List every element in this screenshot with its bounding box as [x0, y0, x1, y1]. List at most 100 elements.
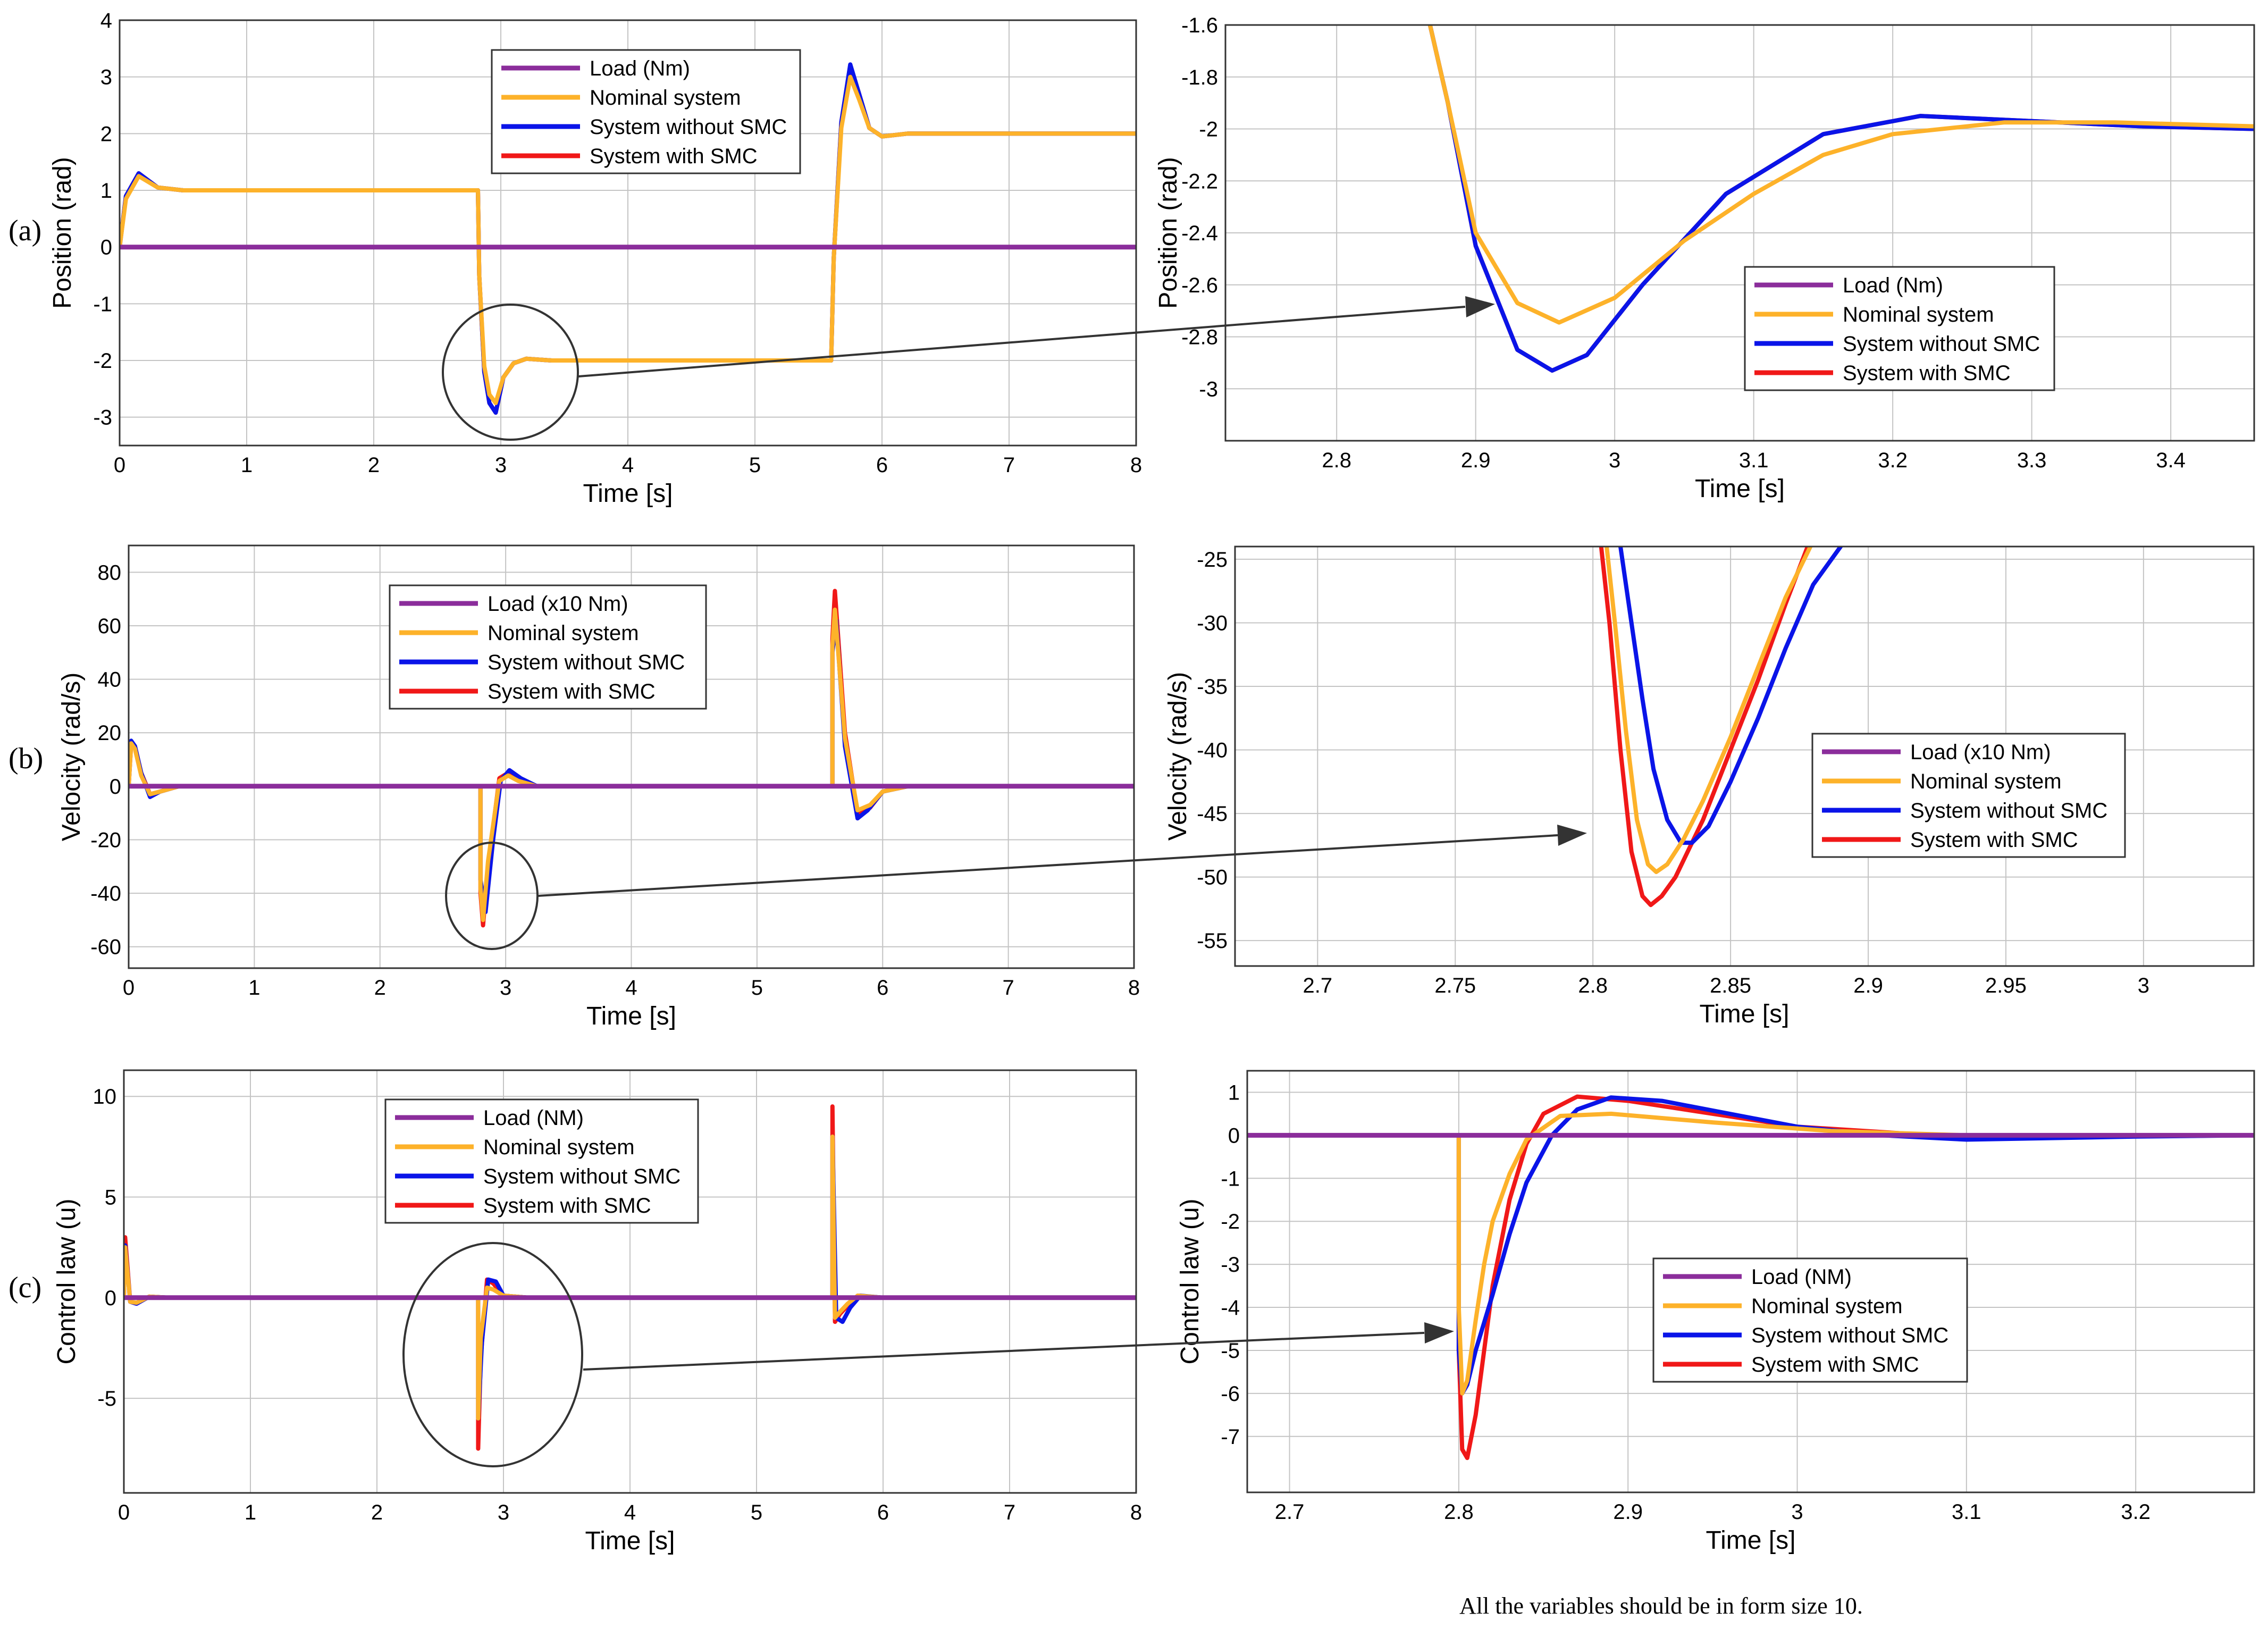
x-tick-label: 2.8 — [1578, 974, 1608, 997]
legend-box — [1744, 266, 2055, 391]
x-tick-label: 2 — [374, 976, 386, 1000]
legend-entry-without: System without SMC — [590, 115, 787, 139]
series-line-nominal — [124, 1134, 1136, 1421]
y-axis-label: Control law (u) — [53, 1198, 81, 1364]
legend-entry-without: System without SMC — [1910, 799, 2107, 822]
x-tick-label: 3.4 — [2156, 449, 2186, 472]
y-tick-label: -30 — [1197, 611, 1228, 635]
y-axis-label: Velocity (rad/s) — [1164, 672, 1192, 841]
y-tick-label: -2.6 — [1181, 274, 1218, 297]
legend-entry-load: Load (x10 Nm) — [1910, 741, 2051, 764]
y-tick-label: 0 — [1228, 1124, 1240, 1147]
x-tick-label: 6 — [877, 976, 888, 1000]
chart-b-zoom: 2.7 2.75 2.8 2.85 2.9 2.95 3 -55 -50 -45 -40 -35 -30… — [1164, 545, 2255, 1028]
x-tick-label: 2 — [368, 454, 380, 477]
zoom-arrow-c — [583, 1332, 1425, 1371]
legend-entry-with: System with SMC — [483, 1194, 651, 1217]
x-tick-label: 5 — [751, 1501, 762, 1524]
x-tick-label: 2.95 — [1985, 974, 2027, 997]
y-tick-label: -25 — [1197, 548, 1228, 572]
x-tick-label: 8 — [1130, 454, 1142, 477]
zoom-circle-a — [442, 304, 579, 441]
y-tick-label: -55 — [1197, 929, 1228, 953]
legend-entry-without: System without SMC — [488, 651, 685, 674]
y-axis-label: Position (rad) — [1154, 157, 1182, 308]
x-tick-label: 7 — [1003, 454, 1015, 477]
x-tick-label: 8 — [1128, 976, 1140, 1000]
y-tick-label: 0 — [110, 775, 121, 799]
zoom-arrowhead-c — [1424, 1322, 1454, 1343]
y-tick-label: -50 — [1197, 866, 1228, 889]
y-tick-label: -2.2 — [1181, 170, 1218, 193]
zoom-arrows — [537, 296, 1587, 1371]
axes-frame-c-full — [123, 1069, 1137, 1494]
y-tick-label: 1 — [1228, 1081, 1240, 1104]
legend-entry-with: System with SMC — [1751, 1353, 1919, 1376]
y-axis-label: Control law (u) — [1176, 1198, 1204, 1364]
y-tick-label: -2 — [1199, 118, 1218, 141]
x-axis-label: Time [s] — [586, 1002, 676, 1030]
zoom-arrow-a — [578, 306, 1466, 377]
x-tick-label: 2.75 — [1434, 974, 1476, 997]
y-tick-label: 60 — [98, 615, 122, 638]
legend-entry-nominal: Nominal system — [1843, 303, 1994, 326]
y-tick-label: -1 — [1221, 1167, 1240, 1190]
x-axis-label: Time [s] — [583, 480, 673, 508]
y-tick-label: -5 — [97, 1387, 116, 1410]
y-tick-label: 40 — [98, 668, 122, 692]
panel-label-c: (c) — [9, 1271, 41, 1304]
x-tick-label: 3 — [495, 454, 507, 477]
y-tick-label: 2 — [100, 122, 112, 146]
series-line-with — [1599, 547, 1810, 908]
legend-a-zoom: Load (Nm) Nominal system System without SM… — [1744, 266, 2055, 391]
x-tick-label: 3.2 — [2121, 1500, 2151, 1524]
series-line-without — [1618, 547, 1843, 845]
legend-entry-load: Load (Nm) — [1843, 274, 1943, 297]
x-tick-label: 5 — [749, 454, 761, 477]
y-tick-label: 3 — [100, 66, 112, 89]
x-tick-label: 2 — [371, 1501, 383, 1524]
y-tick-label: -5 — [1221, 1339, 1240, 1363]
x-tick-label: 4 — [625, 976, 637, 1000]
legend-box — [1811, 733, 2126, 858]
y-tick-label: 10 — [93, 1085, 117, 1109]
axes-frame-c-zoom — [1246, 1070, 2255, 1493]
legend-entry-with: System with SMC — [488, 680, 656, 703]
x-tick-label: 4 — [624, 1501, 636, 1524]
legend-entry-nominal: Nominal system — [483, 1136, 635, 1159]
y-tick-label: -4 — [1221, 1296, 1240, 1320]
y-tick-label: 4 — [100, 9, 112, 32]
y-tick-label: -2 — [1221, 1210, 1240, 1233]
x-tick-label: 3 — [2138, 974, 2149, 997]
legend-entry-load: Load (Nm) — [590, 57, 690, 80]
x-tick-label: 2.7 — [1303, 974, 1333, 997]
legend-entry-without: System without SMC — [1751, 1324, 1948, 1347]
x-tick-label: 0 — [123, 976, 135, 1000]
x-tick-label: 1 — [248, 976, 260, 1000]
legend-entry-with: System with SMC — [1843, 362, 2011, 385]
y-tick-label: 1 — [100, 179, 112, 203]
y-tick-label: -3 — [1221, 1253, 1240, 1277]
legend-entry-nominal: Nominal system — [1751, 1295, 1903, 1318]
legend-entry-without: System without SMC — [483, 1165, 681, 1188]
zoom-circle-c — [402, 1242, 583, 1467]
y-tick-label: -6 — [1221, 1382, 1240, 1406]
y-tick-label: -3 — [93, 406, 112, 430]
legend-a-full: Load (Nm) Nominal system System without SM… — [491, 49, 801, 174]
y-tick-label: 0 — [105, 1287, 116, 1310]
x-tick-label: 3 — [500, 976, 511, 1000]
x-tick-label: 6 — [877, 1501, 889, 1524]
x-tick-label: 8 — [1130, 1501, 1142, 1524]
x-tick-label: 7 — [1004, 1501, 1015, 1524]
x-tick-label: 2.7 — [1275, 1500, 1305, 1524]
panel-label-a: (a) — [9, 214, 41, 247]
x-tick-label: 3.1 — [1952, 1500, 1981, 1524]
y-tick-label: -35 — [1197, 675, 1228, 699]
footnote: All the variables should be in form size… — [1459, 1593, 1863, 1619]
y-tick-label: -60 — [90, 936, 121, 959]
x-tick-label: 0 — [114, 454, 125, 477]
x-tick-label: 2.8 — [1322, 449, 1351, 472]
y-tick-label: -7 — [1221, 1425, 1240, 1449]
